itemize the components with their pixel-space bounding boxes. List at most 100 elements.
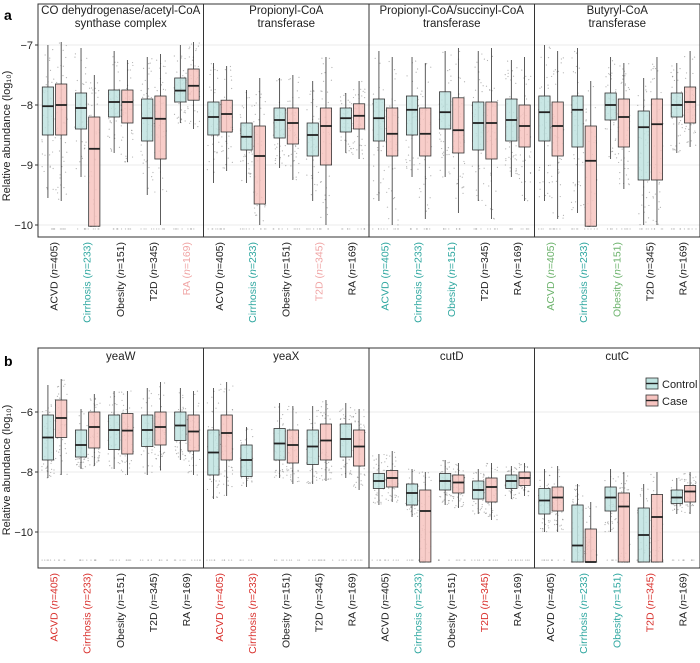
data-point — [627, 475, 629, 477]
data-point — [692, 504, 695, 507]
data-point — [225, 164, 227, 166]
data-point — [628, 150, 630, 153]
data-point — [538, 166, 541, 169]
data-point — [660, 91, 662, 94]
data-point — [644, 206, 646, 208]
data-point — [474, 228, 477, 230]
data-point — [163, 228, 165, 230]
data-point — [377, 149, 379, 151]
data-point — [328, 461, 330, 464]
data-point — [463, 160, 465, 163]
box-case — [386, 107, 399, 157]
data-point — [505, 159, 507, 162]
data-point — [124, 461, 126, 463]
data-point — [446, 467, 448, 469]
data-point — [212, 143, 214, 145]
data-point — [683, 473, 685, 475]
data-point — [607, 84, 609, 86]
data-point — [690, 140, 692, 142]
data-point — [558, 161, 560, 163]
data-point — [263, 228, 266, 230]
data-point — [481, 503, 483, 506]
data-point — [41, 141, 43, 143]
data-point — [438, 559, 440, 561]
data-point — [231, 161, 233, 163]
data-point — [41, 153, 44, 155]
data-point — [478, 79, 481, 81]
data-point — [64, 383, 66, 385]
data-point — [118, 146, 121, 148]
data-point — [430, 175, 432, 177]
data-point — [446, 492, 448, 494]
data-point — [306, 174, 308, 176]
data-point — [624, 483, 626, 485]
data-point — [582, 152, 585, 154]
data-point — [312, 159, 315, 161]
data-point — [529, 156, 531, 158]
data-point — [122, 393, 125, 395]
data-point — [559, 525, 561, 527]
data-point — [473, 472, 475, 474]
data-point — [636, 559, 638, 561]
data-point — [687, 228, 689, 230]
data-point — [207, 426, 210, 428]
data-point — [407, 154, 410, 156]
data-point — [441, 147, 443, 150]
data-point — [693, 123, 695, 125]
data-point — [174, 228, 176, 230]
data-point — [48, 474, 51, 477]
data-point — [475, 171, 477, 173]
data-point — [222, 150, 224, 152]
data-point — [487, 502, 489, 504]
data-point — [330, 478, 332, 480]
data-point — [45, 84, 47, 86]
data-point — [562, 217, 564, 219]
data-point — [290, 153, 292, 155]
data-point — [121, 461, 124, 463]
data-point — [420, 93, 422, 95]
category-label: T2D (n=345) — [644, 242, 656, 301]
data-point — [290, 479, 292, 481]
data-point — [289, 100, 291, 102]
data-point — [354, 94, 357, 96]
category-label: Cirrhosis (n=233) — [413, 573, 425, 654]
data-point — [321, 475, 323, 477]
data-point — [346, 462, 348, 465]
data-point — [328, 175, 330, 177]
data-point — [79, 462, 81, 464]
data-point — [673, 123, 675, 125]
data-point — [328, 468, 330, 470]
data-point — [547, 172, 549, 174]
data-point — [132, 64, 134, 67]
data-point — [97, 458, 99, 460]
data-point — [298, 76, 300, 79]
data-point — [373, 165, 375, 167]
data-point — [446, 503, 448, 506]
data-point — [509, 228, 511, 230]
data-point — [472, 504, 474, 506]
data-point — [248, 97, 250, 99]
data-point — [56, 81, 58, 84]
data-point — [624, 167, 626, 170]
data-point — [694, 131, 697, 134]
category-label: Obesity (n=151) — [280, 573, 292, 648]
data-point — [585, 120, 587, 122]
data-point — [445, 228, 447, 230]
data-point — [525, 75, 527, 78]
data-point — [89, 464, 91, 466]
data-point — [220, 388, 222, 390]
data-point — [74, 53, 76, 55]
data-point — [414, 513, 416, 515]
data-point — [343, 417, 346, 420]
data-point — [306, 228, 308, 230]
data-point — [490, 174, 492, 176]
data-point — [352, 142, 354, 144]
data-point — [232, 385, 234, 387]
data-point — [559, 158, 561, 160]
data-point — [507, 60, 509, 62]
data-point — [206, 169, 208, 171]
data-point — [316, 479, 318, 481]
data-point — [275, 469, 277, 472]
data-point — [151, 176, 153, 178]
data-point — [155, 457, 157, 460]
